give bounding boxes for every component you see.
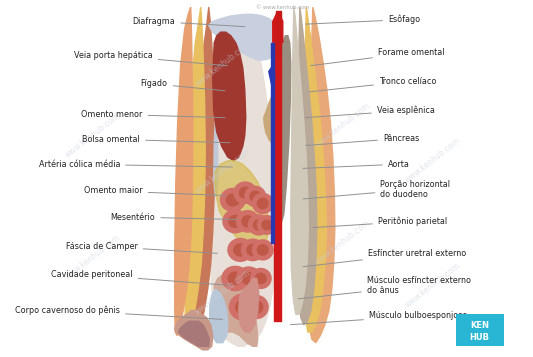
Ellipse shape: [229, 293, 257, 321]
Polygon shape: [179, 321, 209, 346]
Polygon shape: [291, 7, 308, 314]
Ellipse shape: [253, 219, 265, 231]
Text: HUB: HUB: [470, 333, 490, 342]
Text: Fígado: Fígado: [141, 79, 225, 91]
Text: Omento menor: Omento menor: [82, 110, 225, 119]
Text: www.kenhub.com: www.kenhub.com: [403, 261, 462, 310]
Text: Corpo cavernoso do pênis: Corpo cavernoso do pênis: [15, 306, 222, 320]
Text: Peritônio parietal: Peritônio parietal: [313, 217, 447, 228]
Text: Bolsa omental: Bolsa omental: [83, 135, 230, 144]
Ellipse shape: [249, 191, 261, 202]
Ellipse shape: [235, 300, 251, 315]
Text: Veia porta hepática: Veia porta hepática: [74, 51, 228, 66]
Text: Tronco celíaco: Tronco celíaco: [310, 77, 436, 92]
Text: © www.kenhub.com: © www.kenhub.com: [256, 5, 310, 10]
Polygon shape: [273, 14, 283, 43]
Ellipse shape: [257, 215, 277, 235]
Text: Artéria cólica média: Artéria cólica média: [39, 160, 232, 169]
Text: www.kenhub.com: www.kenhub.com: [193, 40, 252, 89]
Polygon shape: [273, 64, 279, 89]
Polygon shape: [211, 18, 276, 346]
Text: www.kenhub.com: www.kenhub.com: [63, 233, 122, 281]
Polygon shape: [276, 36, 281, 57]
Ellipse shape: [221, 266, 249, 291]
Text: Esfíncter uretral externo: Esfíncter uretral externo: [303, 249, 466, 267]
Ellipse shape: [241, 238, 265, 261]
Polygon shape: [279, 36, 291, 221]
Ellipse shape: [245, 295, 269, 319]
Text: Pâncreas: Pâncreas: [305, 134, 419, 145]
Text: www.kenhub.com: www.kenhub.com: [193, 147, 252, 196]
Ellipse shape: [241, 215, 254, 228]
Polygon shape: [302, 7, 326, 332]
Text: Omento maior: Omento maior: [84, 186, 225, 196]
Text: Forame omental: Forame omental: [311, 48, 445, 66]
Ellipse shape: [239, 186, 252, 199]
Polygon shape: [296, 7, 317, 325]
Text: www.kenhub.com: www.kenhub.com: [63, 111, 122, 160]
Polygon shape: [214, 275, 258, 346]
Polygon shape: [175, 311, 213, 350]
Ellipse shape: [252, 193, 274, 214]
Ellipse shape: [222, 209, 248, 233]
Ellipse shape: [261, 220, 272, 230]
Polygon shape: [214, 121, 218, 196]
Text: Aorta: Aorta: [303, 160, 410, 169]
Polygon shape: [239, 278, 259, 332]
Polygon shape: [306, 7, 335, 343]
Ellipse shape: [246, 243, 260, 256]
Polygon shape: [209, 289, 228, 343]
Polygon shape: [264, 93, 278, 143]
Text: Músculo esfíncter externo
do ânus: Músculo esfíncter externo do ânus: [298, 276, 471, 299]
Text: www.kenhub.com: www.kenhub.com: [313, 101, 372, 149]
Text: www.kenhub.com: www.kenhub.com: [403, 136, 462, 185]
Text: www.kenhub.com: www.kenhub.com: [313, 218, 372, 267]
Text: www.kenhub.com: www.kenhub.com: [193, 268, 252, 317]
Text: Mesentério: Mesentério: [110, 212, 238, 222]
Ellipse shape: [233, 181, 257, 204]
Ellipse shape: [257, 198, 269, 209]
Text: Músculo bulboesponjoso: Músculo bulboesponjoso: [290, 311, 467, 325]
Ellipse shape: [257, 244, 269, 256]
Ellipse shape: [250, 300, 263, 314]
Ellipse shape: [220, 188, 246, 212]
Polygon shape: [209, 14, 279, 60]
Ellipse shape: [225, 193, 240, 207]
Text: Esôfago: Esôfago: [305, 15, 420, 24]
Ellipse shape: [250, 268, 272, 289]
Ellipse shape: [233, 243, 247, 257]
Ellipse shape: [228, 271, 243, 286]
Ellipse shape: [252, 239, 274, 261]
Ellipse shape: [236, 210, 260, 233]
Polygon shape: [193, 7, 215, 332]
Text: Veia esplênica: Veia esplênica: [305, 106, 435, 117]
Ellipse shape: [255, 273, 267, 285]
Polygon shape: [175, 7, 193, 336]
Polygon shape: [269, 64, 275, 86]
Polygon shape: [215, 161, 269, 250]
Ellipse shape: [241, 272, 256, 285]
Ellipse shape: [228, 215, 243, 228]
Ellipse shape: [248, 214, 270, 236]
Ellipse shape: [227, 238, 253, 262]
Text: Cavidade peritoneal: Cavidade peritoneal: [51, 270, 230, 285]
Text: Porção horizontal
do duodeno: Porção horizontal do duodeno: [303, 180, 450, 199]
Ellipse shape: [244, 186, 266, 207]
Polygon shape: [185, 7, 205, 336]
Polygon shape: [213, 32, 246, 161]
Ellipse shape: [236, 266, 262, 291]
Text: Fáscia de Camper: Fáscia de Camper: [66, 242, 217, 253]
Text: Diafragma: Diafragma: [133, 17, 245, 27]
Text: KEN: KEN: [470, 321, 489, 330]
